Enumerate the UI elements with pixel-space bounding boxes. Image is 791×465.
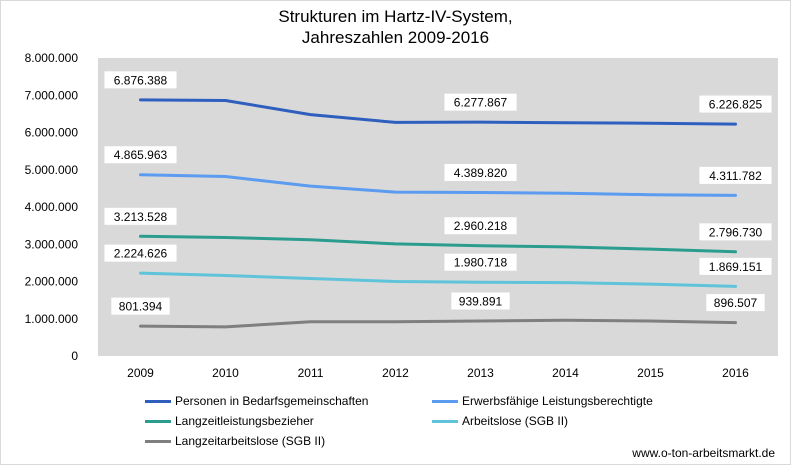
- data-label-value: 6.876.388: [114, 73, 168, 87]
- legend-item: Langzeitleistungsbezieher: [145, 414, 314, 428]
- data-label-value: 4.865.963: [114, 148, 168, 162]
- data-label: 6.277.867: [444, 93, 517, 111]
- legend-label: Erwerbsfähige Leistungsberechtigte: [462, 394, 653, 408]
- data-label-value: 2.796.730: [709, 225, 763, 239]
- chart-title-line-1: Strukturen im Hartz-IV-System,: [278, 7, 513, 26]
- data-label: 896.507: [706, 294, 765, 312]
- legend-item: Personen in Bedarfsgemeinschaften: [145, 394, 368, 408]
- legend-item: Arbeitslose (SGB II): [432, 414, 568, 428]
- y-tick-label: 8.000.000: [25, 51, 79, 65]
- x-tick-label: 2013: [467, 366, 494, 380]
- chart-title: Strukturen im Hartz-IV-System, Jahreszah…: [0, 6, 791, 48]
- data-label: 1.869.151: [699, 257, 772, 275]
- data-label-box: [699, 223, 772, 241]
- y-tick-label: 3.000.000: [25, 237, 79, 251]
- series-line: [139, 271, 737, 288]
- x-tick-label: 2014: [552, 366, 579, 380]
- data-label: 2.224.626: [104, 244, 177, 262]
- legend-item: Erwerbsfähige Leistungsberechtigte: [432, 394, 653, 408]
- legend-swatch: [145, 419, 171, 423]
- data-label-box: [111, 297, 170, 315]
- y-tick-label: 1.000.000: [25, 312, 79, 326]
- series-line: [139, 318, 737, 329]
- legend-label: Langzeitleistungsbezieher: [175, 414, 314, 428]
- x-tick-label: 2011: [298, 366, 324, 380]
- data-label-value: 4.311.782: [709, 169, 762, 183]
- data-label-value: 939.891: [459, 294, 503, 308]
- data-label: 4.311.782: [699, 166, 772, 184]
- data-label-box: [699, 257, 772, 275]
- legend-label: Langzeitarbeitslose (SGB II): [175, 434, 326, 448]
- y-axis-ticks: 0 1.000.000 2.000.000 3.000.000 4.000.000 5.0…: [25, 51, 79, 363]
- legend-label: Arbeitslose (SGB II): [462, 414, 569, 428]
- data-label: 2.796.730: [699, 223, 772, 241]
- source-note: www.o-ton-arbeitsmarkt.de: [632, 446, 775, 460]
- legend-item: Langzeitarbeitslose (SGB II): [145, 434, 325, 448]
- series-line: [139, 173, 737, 197]
- data-label-box: [104, 207, 177, 225]
- chart-title-line-2: Jahreszahlen 2009-2016: [301, 28, 490, 47]
- y-tick-label: 2.000.000: [25, 275, 79, 289]
- plot-area: [98, 58, 778, 356]
- data-label: 1.980.718: [444, 253, 517, 271]
- data-label: 4.389.820: [444, 163, 517, 181]
- series-lines: [139, 98, 737, 329]
- data-label: 6.226.825: [699, 95, 772, 113]
- data-label: 4.865.963: [104, 146, 177, 164]
- data-label-value: 1.869.151: [709, 260, 763, 274]
- data-label-box: [104, 146, 177, 164]
- data-label-box: [444, 163, 517, 181]
- x-tick-label: 2016: [722, 366, 749, 380]
- data-label-value: 3.213.528: [114, 210, 168, 224]
- y-tick-label: 4.000.000: [25, 200, 79, 214]
- x-tick-label: 2010: [212, 366, 239, 380]
- data-label-value: 896.507: [714, 296, 758, 310]
- legend-swatch: [432, 419, 458, 423]
- data-label-box: [706, 294, 765, 312]
- y-tick-label: 7.000.000: [25, 88, 79, 102]
- data-label-box: [104, 244, 177, 262]
- data-label-value: 2.224.626: [114, 247, 168, 261]
- legend-label: Personen in Bedarfsgemeinschaften: [175, 394, 369, 408]
- data-label-box: [444, 253, 517, 271]
- data-label-value: 4.389.820: [454, 166, 508, 180]
- data-label: 3.213.528: [104, 207, 177, 225]
- data-label: 2.960.218: [444, 217, 517, 235]
- legend-swatch: [145, 399, 171, 403]
- data-labels: 6.876.388 6.277.867 6.226.825 4.865.963 4.38…: [104, 71, 772, 315]
- legend-swatch: [432, 399, 458, 403]
- data-label-box: [444, 93, 517, 111]
- x-axis-ticks: 2009 2010 2011 2012 2013 2014 2015 2016: [127, 366, 749, 380]
- series-line: [139, 98, 737, 126]
- y-tick-label: 0: [71, 349, 78, 363]
- data-label-box: [699, 166, 772, 184]
- data-label: 939.891: [451, 292, 510, 310]
- x-tick-label: 2009: [127, 366, 154, 380]
- data-label-box: [104, 71, 177, 89]
- data-label-box: [444, 217, 517, 235]
- y-tick-label: 5.000.000: [25, 163, 79, 177]
- data-label-box: [699, 95, 772, 113]
- series-line: [139, 234, 737, 254]
- data-label-value: 2.960.218: [454, 219, 508, 233]
- data-label-value: 801.394: [119, 300, 163, 314]
- data-label-value: 1.980.718: [454, 256, 508, 270]
- data-label: 801.394: [111, 297, 170, 315]
- data-label-value: 6.226.825: [709, 98, 763, 112]
- data-label-value: 6.277.867: [454, 96, 508, 110]
- data-label-box: [451, 292, 510, 310]
- legend-swatch: [145, 439, 171, 443]
- x-tick-label: 2015: [637, 366, 664, 380]
- data-label: 6.876.388: [104, 71, 177, 89]
- x-tick-label: 2012: [382, 366, 409, 380]
- y-tick-label: 6.000.000: [25, 126, 79, 140]
